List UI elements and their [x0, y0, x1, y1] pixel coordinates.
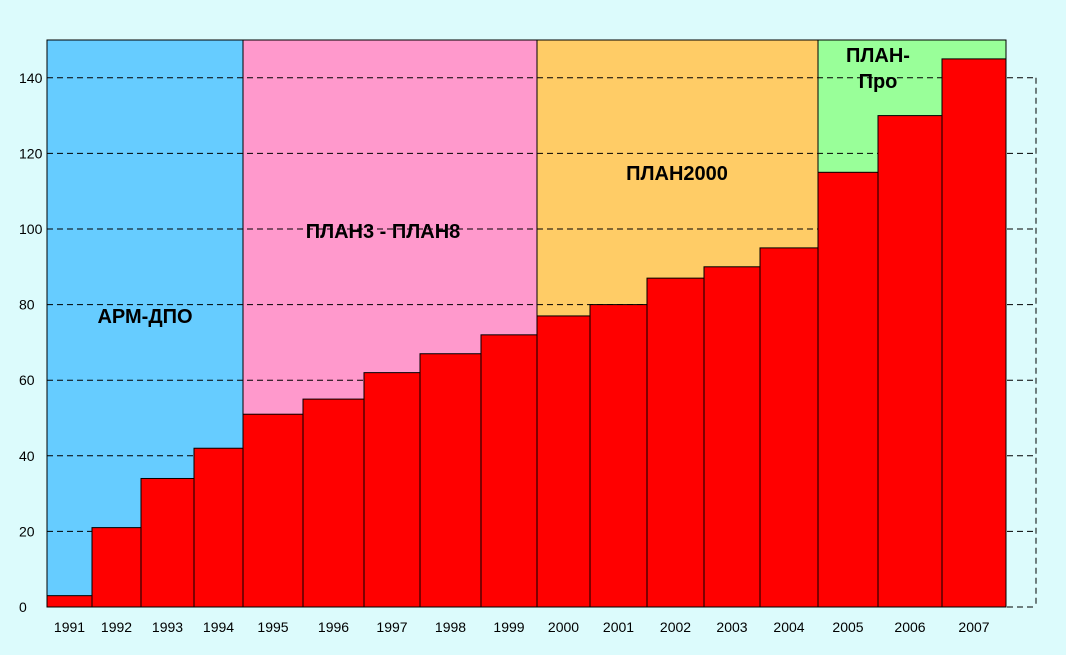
x-tick-1991: 1991 [54, 619, 85, 635]
y-tick-40: 40 [19, 448, 35, 464]
x-tick-2002: 2002 [660, 619, 691, 635]
bar-1995 [242, 413, 304, 608]
era-label-line: Про [859, 71, 898, 93]
bar-1994 [193, 447, 244, 608]
era-label-0: АРМ-ДПО [97, 306, 192, 328]
bar-1991 [46, 595, 93, 608]
y-tick-20: 20 [19, 523, 35, 539]
bar-1996 [302, 398, 365, 608]
y-tick-60: 60 [19, 372, 35, 388]
bar-2005 [817, 171, 879, 608]
x-tick-2004: 2004 [773, 619, 804, 635]
x-tick-1997: 1997 [376, 619, 407, 635]
x-tick-1996: 1996 [318, 619, 349, 635]
bar-1997 [363, 372, 421, 608]
x-tick-1993: 1993 [152, 619, 183, 635]
x-tick-2000: 2000 [548, 619, 579, 635]
era-label-line: АРМ-ДПО [97, 306, 192, 328]
x-tick-2007: 2007 [958, 619, 989, 635]
x-tick-1995: 1995 [257, 619, 288, 635]
era-label-2: ПЛАН2000 [626, 163, 728, 185]
bar-2006 [877, 115, 943, 608]
y-tick-100: 100 [19, 221, 43, 237]
bar-2007 [941, 58, 1007, 608]
bar-2002 [646, 277, 705, 608]
bar-2004 [759, 247, 819, 608]
x-tick-2001: 2001 [603, 619, 634, 635]
era-labels: АРМ-ДПО ПЛАН3 - ПЛАН8 ПЛАН2000 ПЛАН- Про [97, 45, 910, 328]
y-tick-0: 0 [19, 599, 27, 615]
x-tick-2003: 2003 [716, 619, 747, 635]
bar-2003 [703, 266, 761, 608]
era-label-line: ПЛАН3 - ПЛАН8 [306, 221, 461, 243]
plot-frame [46, 39, 1007, 608]
x-tick-1992: 1992 [101, 619, 132, 635]
era-label-line: ПЛАН- [846, 45, 910, 67]
bar-1998 [419, 353, 482, 608]
x-tick-1994: 1994 [203, 619, 234, 635]
era-label-1: ПЛАН3 - ПЛАН8 [306, 221, 461, 243]
x-tick-1999: 1999 [493, 619, 524, 635]
x-axis-ticks: 1991 1992 1993 1994 1995 1996 1997 1998 1999 2000… [54, 619, 990, 635]
y-tick-140: 140 [19, 70, 43, 86]
bar-1993 [140, 477, 195, 608]
y-tick-120: 120 [19, 145, 43, 161]
bar-1992 [91, 527, 142, 608]
era-label-line: ПЛАН2000 [626, 163, 728, 185]
bar-2001 [589, 304, 648, 608]
x-tick-2005: 2005 [832, 619, 863, 635]
bar-2000 [536, 315, 591, 608]
era-label-3: ПЛАН- Про [846, 45, 910, 93]
x-tick-2006: 2006 [894, 619, 925, 635]
bars [46, 58, 1007, 608]
x-tick-1998: 1998 [435, 619, 466, 635]
y-axis-ticks: 0 20 40 60 80 100 120 140 [19, 70, 43, 615]
y-tick-80: 80 [19, 297, 35, 313]
bar-1999 [480, 334, 538, 608]
